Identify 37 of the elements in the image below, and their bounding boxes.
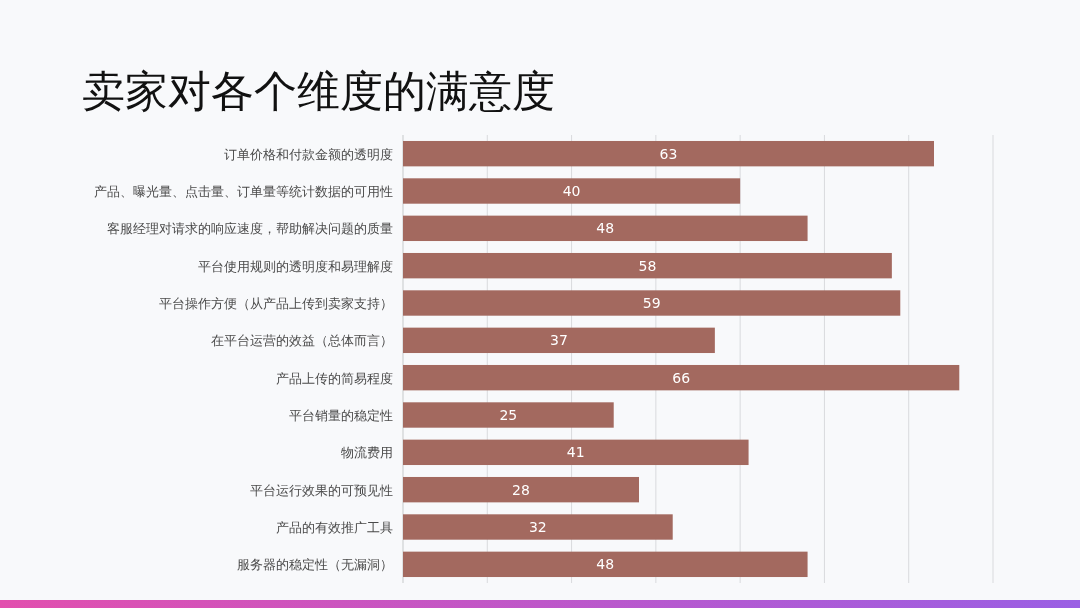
- data-label: 37: [550, 332, 568, 349]
- y-tick-label: 产品上传的简易程度: [276, 370, 393, 386]
- bar: [403, 327, 715, 354]
- bar: [403, 290, 901, 316]
- y-tick-label: 在平台运营的效益（总体而言）: [211, 333, 393, 349]
- bar: [403, 514, 673, 540]
- y-tick-label: 物流费用: [341, 445, 393, 461]
- y-tick-label: 平台运行效果的可预见性: [250, 482, 393, 498]
- data-label: 41: [566, 444, 585, 461]
- bar: [403, 364, 960, 391]
- bar: [403, 140, 934, 167]
- y-tick-label: 平台使用规则的透明度和易理解度: [198, 258, 393, 274]
- data-label: 63: [659, 145, 678, 162]
- bar: [403, 439, 749, 466]
- bar: [403, 178, 741, 204]
- data-label: 59: [642, 295, 661, 311]
- bar: [403, 402, 614, 428]
- chart-title: 卖家对各个维度的满意度: [82, 66, 555, 116]
- data-label: 28: [512, 481, 530, 498]
- data-label: 66: [672, 369, 691, 386]
- y-tick-label: 产品的有效推广工具: [276, 520, 393, 535]
- data-label: 25: [499, 407, 518, 423]
- bar: [403, 476, 639, 503]
- y-tick-label: 服务器的稳定性（无漏洞）: [237, 557, 393, 573]
- bar: [403, 215, 808, 242]
- bar: [403, 551, 808, 578]
- y-tick-label: 订单价格和付款金额的透明度: [224, 146, 393, 162]
- data-label: 32: [528, 519, 547, 535]
- y-tick-label: 产品、曝光量、点击量、订单量等统计数据的可用性: [94, 184, 393, 199]
- data-label: 40: [562, 183, 581, 199]
- bar: [403, 252, 892, 279]
- y-tick-label: 平台销量的稳定性: [289, 408, 393, 423]
- data-label: 58: [638, 257, 657, 274]
- y-tick-label: 平台操作方便（从产品上传到卖家支持）: [159, 296, 393, 311]
- data-label: 48: [596, 556, 615, 573]
- y-tick-label: 客服经理对请求的响应速度，帮助解决问题的质量: [107, 221, 393, 237]
- data-label: 48: [596, 220, 615, 237]
